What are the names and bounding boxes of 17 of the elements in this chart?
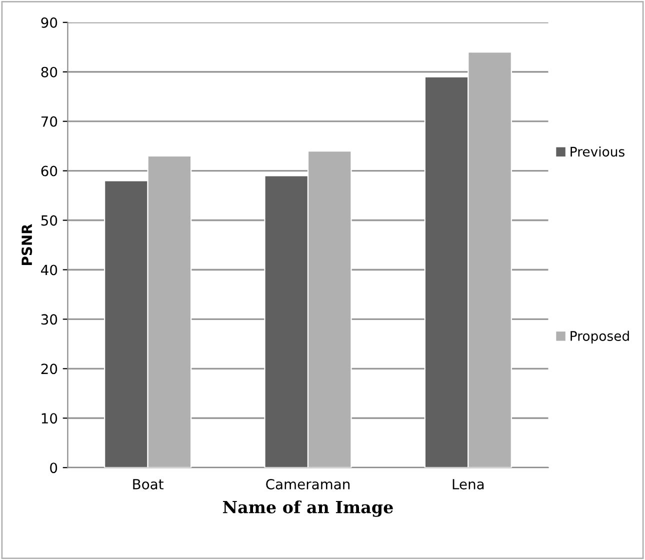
y-tick-label: 60 [41,166,58,176]
y-tick-label: 0 [50,462,58,474]
y-tick-label: 20 [41,364,58,374]
y-tick-label: 40 [41,264,58,276]
y-tick-label: 30 [41,314,58,325]
legend-label: Proposed [570,330,629,344]
y-tick-label: 10 [42,413,58,424]
y-tick-label: 90 [41,17,58,28]
x-axis-title: Name of an Image [223,500,393,517]
x-tick-label: Boat [133,479,164,490]
y-tick-label: 70 [41,116,58,127]
y-axis-title: PSNR [22,224,32,265]
y-tick-label: 50 [41,215,58,226]
legend-label: Previous [570,146,624,157]
y-tick-label: 80 [41,66,58,78]
x-tick-label: Lena [452,479,484,490]
x-tick-label: Cameraman [266,478,350,490]
